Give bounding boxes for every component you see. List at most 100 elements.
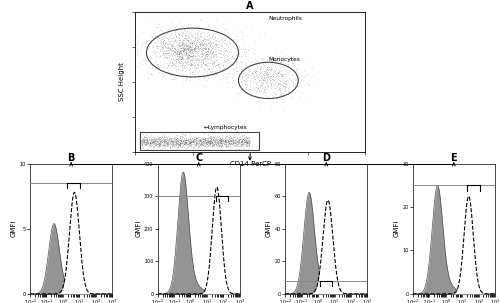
Point <box>207 56 215 61</box>
Point <box>196 140 204 145</box>
Point <box>206 50 214 55</box>
Point <box>237 135 245 140</box>
Point <box>209 143 217 148</box>
Point <box>280 78 287 83</box>
Point <box>227 49 235 54</box>
Point <box>214 51 222 55</box>
Point <box>156 135 164 139</box>
Point <box>242 138 250 143</box>
Point <box>184 62 192 67</box>
Point <box>266 75 274 80</box>
Point <box>269 88 277 93</box>
Point <box>157 140 165 145</box>
Point <box>188 144 196 148</box>
Point <box>184 49 192 54</box>
Point <box>154 35 162 40</box>
Point <box>168 138 176 143</box>
Point <box>179 40 187 45</box>
Point <box>270 86 278 91</box>
Point <box>209 142 217 147</box>
Point <box>240 133 248 138</box>
Point <box>204 140 212 145</box>
Point <box>240 84 248 89</box>
Point <box>228 138 235 143</box>
Point <box>186 71 194 76</box>
Point <box>214 139 222 144</box>
Point <box>196 136 203 141</box>
Point <box>202 137 209 142</box>
Point <box>142 142 150 147</box>
Point <box>184 35 192 40</box>
Point <box>224 142 232 147</box>
Point <box>180 64 188 69</box>
Point <box>171 139 179 144</box>
Point <box>280 76 287 81</box>
Point <box>267 74 275 79</box>
Point <box>192 65 200 70</box>
Point <box>157 144 165 149</box>
Point <box>174 137 182 142</box>
Point <box>196 42 204 47</box>
Point <box>199 135 207 140</box>
Point <box>257 72 265 77</box>
Point <box>165 136 173 141</box>
Point <box>150 141 158 145</box>
Point <box>202 138 209 143</box>
Point <box>176 138 184 143</box>
Point <box>175 49 183 54</box>
Point <box>176 41 184 45</box>
Point <box>236 137 244 142</box>
Point <box>224 61 232 65</box>
Point <box>174 138 182 142</box>
Title: D: D <box>322 153 330 163</box>
Point <box>160 45 168 49</box>
Point <box>171 142 179 147</box>
Point <box>182 140 190 145</box>
Point <box>255 87 263 92</box>
Point <box>204 138 212 143</box>
Point <box>194 70 202 75</box>
Point <box>228 139 236 144</box>
Point <box>176 138 184 143</box>
Point <box>204 131 212 136</box>
Point <box>283 88 291 93</box>
Point <box>153 137 161 142</box>
Point <box>238 138 246 143</box>
Point <box>204 135 212 139</box>
Point <box>140 141 148 146</box>
Point <box>143 138 151 143</box>
Point <box>188 49 196 54</box>
Point <box>144 141 152 146</box>
Point <box>206 39 214 44</box>
Point <box>272 96 280 101</box>
Point <box>159 38 167 43</box>
Point <box>164 50 172 55</box>
Point <box>154 137 162 142</box>
Point <box>156 135 164 140</box>
Point <box>177 59 185 64</box>
Point <box>189 137 197 142</box>
Point <box>212 44 220 49</box>
Point <box>195 143 203 148</box>
Point <box>178 59 186 64</box>
Point <box>187 38 195 43</box>
Point <box>268 64 276 69</box>
Point <box>165 62 173 66</box>
Point <box>256 80 264 85</box>
Point <box>171 135 179 140</box>
Point <box>216 140 224 145</box>
Point <box>217 37 225 42</box>
Point <box>274 70 282 75</box>
Point <box>180 139 188 144</box>
Point <box>205 135 213 140</box>
Point <box>280 66 287 71</box>
Point <box>238 138 246 143</box>
Point <box>138 140 145 145</box>
Point <box>238 143 246 148</box>
Point <box>280 81 287 86</box>
Point <box>182 45 190 49</box>
Point <box>214 42 222 46</box>
Point <box>198 53 206 58</box>
Point <box>186 44 194 49</box>
Point <box>232 61 240 65</box>
